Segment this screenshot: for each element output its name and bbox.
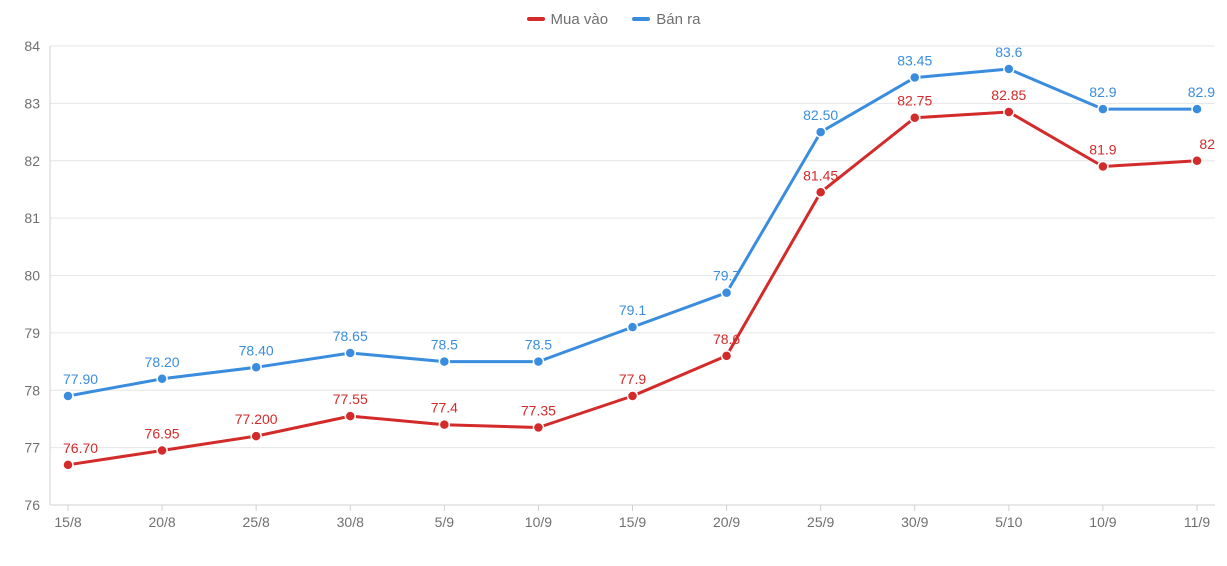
data-point-mua_vao[interactable] <box>533 423 543 433</box>
y-tick-label: 76 <box>24 497 40 513</box>
x-tick-label: 5/9 <box>435 514 455 530</box>
data-label-mua_vao: 77.4 <box>431 400 458 416</box>
y-tick-label: 82 <box>24 153 40 169</box>
x-tick-label: 15/8 <box>54 514 81 530</box>
x-tick-label: 5/10 <box>995 514 1022 530</box>
data-point-mua_vao[interactable] <box>1098 161 1108 171</box>
data-label-ban_ra: 78.20 <box>145 354 180 370</box>
data-point-mua_vao[interactable] <box>910 113 920 123</box>
data-label-mua_vao: 77.9 <box>619 371 646 387</box>
data-point-ban_ra[interactable] <box>1004 64 1014 74</box>
data-point-ban_ra[interactable] <box>439 357 449 367</box>
data-label-ban_ra: 79.1 <box>619 302 646 318</box>
data-label-ban_ra: 78.5 <box>525 337 552 353</box>
data-label-mua_vao: 78.6 <box>713 331 740 347</box>
data-label-mua_vao: 77.200 <box>235 411 278 427</box>
data-label-ban_ra: 78.40 <box>239 342 274 358</box>
data-label-mua_vao: 76.95 <box>145 425 180 441</box>
y-tick-label: 78 <box>24 382 40 398</box>
data-point-mua_vao[interactable] <box>1192 156 1202 166</box>
data-point-ban_ra[interactable] <box>910 73 920 83</box>
data-label-ban_ra: 82.9 <box>1188 84 1215 100</box>
data-point-ban_ra[interactable] <box>722 288 732 298</box>
x-tick-label: 20/9 <box>713 514 740 530</box>
y-tick-label: 80 <box>24 268 40 284</box>
data-point-ban_ra[interactable] <box>628 322 638 332</box>
plot-area: 76 77 78 79 80 81 82 83 84 15/8 20/8 25/8 30/8 5/9 10/… <box>0 0 1227 566</box>
y-tick-label: 79 <box>24 325 40 341</box>
data-point-mua_vao[interactable] <box>251 431 261 441</box>
y-tick-label: 84 <box>24 38 40 54</box>
data-point-mua_vao[interactable] <box>1004 107 1014 117</box>
data-label-mua_vao: 77.35 <box>521 403 556 419</box>
data-label-ban_ra: 83.6 <box>995 44 1022 60</box>
data-point-ban_ra[interactable] <box>1192 104 1202 114</box>
data-label-ban_ra: 82.50 <box>803 107 838 123</box>
data-point-mua_vao[interactable] <box>816 187 826 197</box>
data-label-mua_vao: 81.45 <box>803 167 838 183</box>
data-point-ban_ra[interactable] <box>157 374 167 384</box>
data-point-mua_vao[interactable] <box>628 391 638 401</box>
data-point-mua_vao[interactable] <box>345 411 355 421</box>
data-point-mua_vao[interactable] <box>722 351 732 361</box>
x-tick-label: 25/9 <box>807 514 834 530</box>
data-label-mua_vao: 82.75 <box>897 93 932 109</box>
y-tick-label: 81 <box>24 210 40 226</box>
data-label-mua_vao: 81.9 <box>1089 141 1116 157</box>
x-tick-label: 11/9 <box>1184 514 1210 530</box>
data-point-mua_vao[interactable] <box>63 460 73 470</box>
x-tick-label: 30/9 <box>901 514 928 530</box>
data-label-mua_vao: 82 <box>1199 136 1215 152</box>
data-point-ban_ra[interactable] <box>1098 104 1108 114</box>
x-tick-label: 30/8 <box>337 514 364 530</box>
data-point-ban_ra[interactable] <box>251 362 261 372</box>
x-tick-label: 10/9 <box>525 514 552 530</box>
data-point-mua_vao[interactable] <box>439 420 449 430</box>
data-point-ban_ra[interactable] <box>63 391 73 401</box>
data-point-mua_vao[interactable] <box>157 445 167 455</box>
y-tick-label: 77 <box>24 440 40 456</box>
x-tick-label: 15/9 <box>619 514 646 530</box>
series-line-ban_ra <box>68 69 1197 396</box>
x-tick-label: 20/8 <box>148 514 175 530</box>
data-label-ban_ra: 77.90 <box>63 371 98 387</box>
x-tick-label: 10/9 <box>1089 514 1116 530</box>
data-label-ban_ra: 82.9 <box>1089 84 1116 100</box>
y-tick-label: 83 <box>24 95 40 111</box>
data-label-ban_ra: 78.5 <box>431 337 458 353</box>
line-chart: Mua vào Bán ra 76777879808182838415/820/… <box>0 0 1227 566</box>
data-label-ban_ra: 83.45 <box>897 53 932 69</box>
data-label-ban_ra: 79.7 <box>713 268 740 284</box>
data-label-mua_vao: 76.70 <box>63 440 98 456</box>
data-point-ban_ra[interactable] <box>345 348 355 358</box>
data-point-ban_ra[interactable] <box>816 127 826 137</box>
data-point-ban_ra[interactable] <box>533 357 543 367</box>
data-label-mua_vao: 82.85 <box>991 87 1026 103</box>
x-tick-label: 25/8 <box>243 514 270 530</box>
data-label-mua_vao: 77.55 <box>333 391 368 407</box>
data-label-ban_ra: 78.65 <box>333 328 368 344</box>
